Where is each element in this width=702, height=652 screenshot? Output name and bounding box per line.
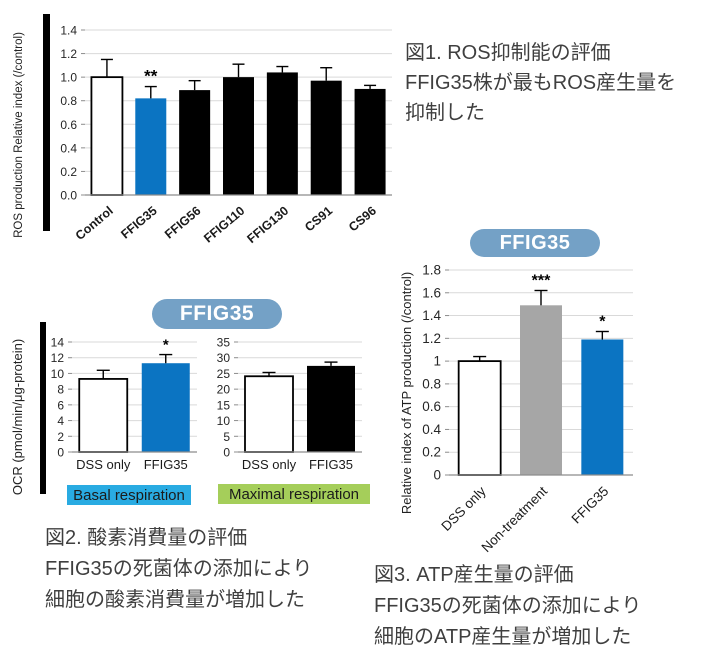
svg-text:FFIG56: FFIG56 (162, 204, 203, 242)
svg-text:DSS only: DSS only (242, 457, 297, 472)
svg-text:FFIG35: FFIG35 (568, 484, 611, 527)
svg-text:CS96: CS96 (346, 204, 379, 235)
svg-text:Non-treatment: Non-treatment (478, 483, 550, 555)
svg-text:0: 0 (223, 446, 230, 460)
svg-text:**: ** (144, 67, 158, 86)
svg-text:4: 4 (57, 414, 64, 428)
caption-line: 図3. ATP産生量の評価 (374, 564, 574, 586)
svg-text:FFIG35: FFIG35 (144, 457, 188, 472)
svg-text:30: 30 (217, 351, 231, 365)
svg-text:ROS production Relative index: ROS production Relative index (/control) (13, 32, 25, 238)
caption-line: FFIG35の死菌体の添加により (374, 595, 642, 617)
svg-text:14: 14 (51, 336, 65, 350)
svg-text:0.4: 0.4 (422, 422, 441, 437)
svg-text:20: 20 (217, 383, 231, 397)
svg-text:FFIG35: FFIG35 (309, 457, 353, 472)
maximal-respiration-tag: Maximal respiration (218, 484, 370, 504)
svg-text:25: 25 (217, 367, 231, 381)
svg-text:FFIG130: FFIG130 (244, 204, 291, 246)
atp-production-bar-chart: 0 0.2 0.4 0.6 0.8 1 1.2 1.4 1.6 1.8 DSS only *** Non… (399, 263, 633, 555)
svg-text:1.4: 1.4 (422, 308, 441, 323)
svg-text:1: 1 (433, 354, 441, 369)
svg-text:10: 10 (217, 414, 231, 428)
svg-text:0.8: 0.8 (422, 376, 441, 391)
caption-line: 細胞の酸素消費量が増加した (45, 589, 305, 611)
svg-text:*: * (599, 314, 606, 331)
svg-text:0.2: 0.2 (422, 445, 441, 460)
svg-text:0.8: 0.8 (60, 94, 77, 108)
svg-text:***: *** (532, 273, 551, 290)
svg-text:0: 0 (433, 468, 441, 483)
svg-text:*: * (163, 337, 169, 354)
svg-text:DSS only: DSS only (76, 457, 131, 472)
svg-text:10: 10 (51, 367, 65, 381)
caption-line: 細胞のATP産生量が増加した (374, 626, 632, 648)
svg-text:35: 35 (217, 336, 231, 350)
svg-text:0.2: 0.2 (60, 165, 77, 179)
svg-text:1.6: 1.6 (422, 285, 441, 300)
ffig35-badge-atp: FFIG35 (470, 229, 600, 257)
svg-text:1.8: 1.8 (422, 263, 441, 278)
figure2-caption: 図2. 酸素消費量の評価 FFIG35の死菌体の添加により 細胞の酸素消費量が増… (45, 523, 312, 616)
svg-text:DSS only: DSS only (438, 483, 489, 534)
svg-text:1.0: 1.0 (60, 71, 77, 85)
caption-line: 図2. 酸素消費量の評価 (45, 527, 248, 549)
svg-text:Control: Control (73, 204, 116, 243)
caption-line: FFIG35株が最もROS産生量を (405, 72, 677, 94)
ffig35-badge-ocr: FFIG35 (152, 299, 282, 329)
svg-text:6: 6 (57, 398, 64, 412)
svg-text:1.2: 1.2 (60, 47, 77, 61)
caption-line: 図1. ROS抑制能の評価 (405, 42, 611, 64)
svg-text:0.4: 0.4 (60, 141, 77, 155)
basal-respiration-tag: Basal respiration (67, 485, 191, 505)
svg-text:0.0: 0.0 (60, 189, 77, 203)
figure1-caption: 図1. ROS抑制能の評価 FFIG35株が最もROS産生量を 抑制した (405, 38, 676, 128)
svg-text:5: 5 (223, 430, 230, 444)
svg-text:0.6: 0.6 (60, 118, 77, 132)
caption-line: FFIG35の死菌体の添加により (45, 558, 313, 580)
caption-line: 抑制した (405, 102, 485, 124)
svg-text:1.4: 1.4 (60, 24, 77, 38)
svg-text:CS91: CS91 (302, 204, 335, 235)
svg-text:0: 0 (57, 446, 64, 460)
svg-text:0.6: 0.6 (422, 399, 441, 414)
svg-text:15: 15 (217, 398, 231, 412)
svg-text:8: 8 (57, 383, 64, 397)
figure3-caption: 図3. ATP産生量の評価 FFIG35の死菌体の添加により 細胞のATP産生量… (374, 560, 641, 652)
svg-text:1.2: 1.2 (422, 331, 441, 346)
svg-text:2: 2 (57, 430, 64, 444)
svg-text:12: 12 (51, 351, 65, 365)
svg-text:FFIG110: FFIG110 (201, 204, 247, 246)
svg-text:OCR (pmol/min/μg-protein): OCR (pmol/min/μg-protein) (10, 339, 25, 495)
svg-text:FFIG35: FFIG35 (118, 204, 159, 242)
svg-text:Relative index of ATP producti: Relative index of ATP production (/contr… (399, 272, 414, 514)
